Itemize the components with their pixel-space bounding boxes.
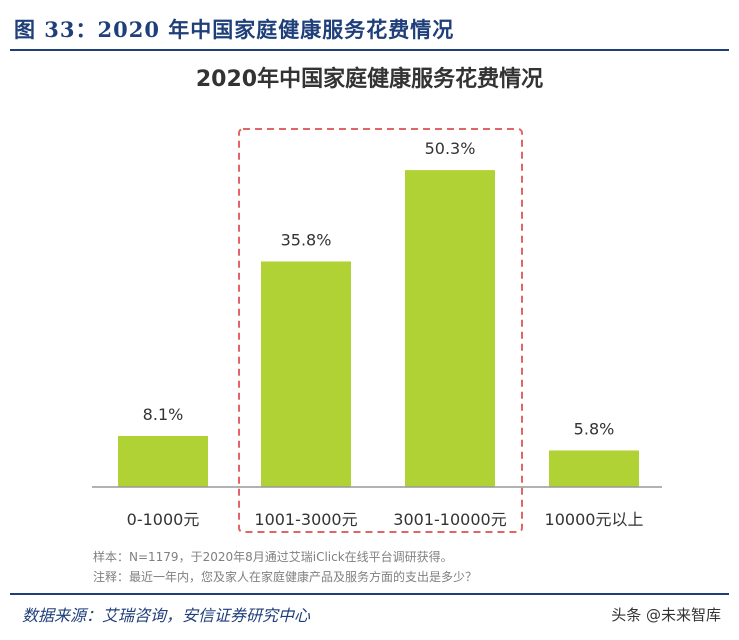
figure-header: 图 33：2020 年中国家庭健康服务花费情况	[0, 0, 739, 52]
source-text: 数据来源：艾瑞咨询，安信证券研究中心	[22, 606, 311, 625]
value-label-1: 8.1%	[143, 405, 184, 424]
highlight-group	[238, 128, 523, 533]
chart-title: 2020年中国家庭健康服务花费情况	[195, 67, 544, 92]
bar-4	[549, 450, 639, 487]
bar-chart: 8.1% 0-1000元 35.8% 1001-3000元 50.3% 3001-1000…	[92, 128, 662, 533]
value-label-2: 35.8%	[281, 230, 332, 249]
highlight-box	[238, 128, 523, 533]
header-divider	[10, 49, 729, 51]
category-label-1: 0-1000元	[127, 510, 200, 529]
bar-2	[261, 261, 351, 487]
bars-group	[118, 170, 639, 488]
watermark: 头条 @未来智库	[611, 606, 721, 624]
labels-group: 8.1% 0-1000元 35.8% 1001-3000元 50.3% 3001-1000…	[127, 139, 644, 529]
category-label-2: 1001-3000元	[254, 510, 357, 529]
bar-3	[405, 170, 495, 488]
sample-note: 样本：N=1179，于2020年8月通过艾瑞iClick在线平台调研获得。	[93, 550, 453, 564]
source-row: 数据来源：艾瑞咨询，安信证券研究中心 头条 @未来智库	[0, 593, 739, 640]
category-label-3: 3001-10000元	[393, 510, 506, 529]
bar-1	[118, 435, 208, 487]
value-label-4: 5.8%	[574, 419, 615, 438]
value-label-3: 50.3%	[425, 139, 476, 158]
question-note: 注释：最近一年内，您及家人在家庭健康产品及服务方面的支出是多少？	[93, 570, 478, 584]
figure-label: 图 33：2020 年中国家庭健康服务花费情况	[14, 17, 455, 42]
source-divider	[10, 593, 729, 595]
category-label-4: 10000元以上	[545, 510, 644, 529]
